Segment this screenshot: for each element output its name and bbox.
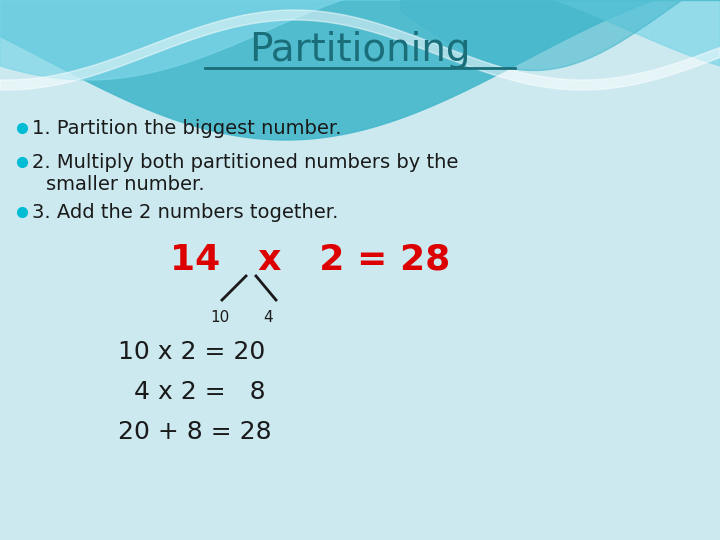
- Text: 3. Add the 2 numbers together.: 3. Add the 2 numbers together.: [32, 202, 338, 221]
- Text: 20 + 8 = 28: 20 + 8 = 28: [118, 420, 271, 444]
- Polygon shape: [0, 0, 720, 80]
- Text: 10: 10: [210, 310, 230, 326]
- Text: 10 x 2 = 20: 10 x 2 = 20: [118, 340, 265, 364]
- Text: Partitioning: Partitioning: [249, 31, 471, 69]
- Polygon shape: [0, 0, 720, 140]
- Text: 14   x   2 = 28: 14 x 2 = 28: [170, 243, 450, 277]
- Text: 2. Multiply both partitioned numbers by the: 2. Multiply both partitioned numbers by …: [32, 152, 459, 172]
- Text: 1. Partition the biggest number.: 1. Partition the biggest number.: [32, 118, 341, 138]
- Text: 4: 4: [264, 310, 273, 326]
- Text: smaller number.: smaller number.: [46, 174, 204, 193]
- Text: 4 x 2 =   8: 4 x 2 = 8: [118, 380, 266, 404]
